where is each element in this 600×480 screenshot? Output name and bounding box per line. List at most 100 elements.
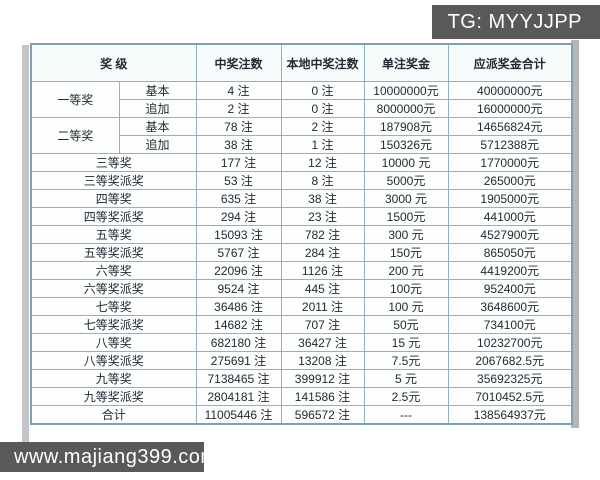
value-cell: 10000 元 xyxy=(363,153,449,172)
prize-level-cell: 九等奖派奖 xyxy=(30,387,197,406)
value-cell: 5 元 xyxy=(363,369,449,388)
value-cell: 38 注 xyxy=(280,189,365,208)
prize-subtype-cell: 基本 xyxy=(118,117,197,136)
value-cell: 10000000元 xyxy=(363,81,449,100)
prize-level-cell: 三等奖 xyxy=(30,153,197,172)
prize-level-cell: 七等奖 xyxy=(30,297,197,316)
value-cell: 1 注 xyxy=(280,135,365,154)
value-cell: 177 注 xyxy=(195,153,282,172)
column-header: 中奖注数 xyxy=(195,43,282,82)
value-cell: 78 注 xyxy=(195,117,282,136)
value-cell: 275691 注 xyxy=(195,351,282,370)
table-row: 八等奖派奖 275691 注 13208 注 7.5元 2067682.5元 xyxy=(30,351,573,370)
value-cell: 38 注 xyxy=(195,135,282,154)
value-cell: 53 注 xyxy=(195,171,282,190)
value-cell: 23 注 xyxy=(280,207,365,226)
header-row: 奖 级中奖注数 本地中奖注数 单注奖金 应派奖金合计 xyxy=(30,43,573,82)
table-row: 三等奖 177 注 12 注 10000 元 1770000元 xyxy=(30,153,573,172)
value-cell: 2011 注 xyxy=(280,297,365,316)
value-cell: 15 元 xyxy=(363,333,449,352)
column-header: 奖 级 xyxy=(30,43,197,82)
table-row: 五等奖派奖 5767 注 284 注 150元 865050元 xyxy=(30,243,573,262)
value-cell: 10232700元 xyxy=(447,333,573,352)
value-cell: 8000000元 xyxy=(363,99,449,118)
total-row: 合计 11005446 注 596572 注 --- 138564937元 xyxy=(30,405,573,425)
value-cell: 734100元 xyxy=(447,315,573,334)
prize-level-cell: 合计 xyxy=(30,405,197,425)
value-cell: 1500元 xyxy=(363,207,449,226)
prize-level-cell: 七等奖派奖 xyxy=(30,315,197,334)
value-cell: 150326元 xyxy=(363,135,449,154)
value-cell: 9524 注 xyxy=(195,279,282,298)
value-cell: 3648600元 xyxy=(447,297,573,316)
value-cell: 441000元 xyxy=(447,207,573,226)
value-cell: 2 注 xyxy=(280,117,365,136)
prize-level-cell: 九等奖 xyxy=(30,369,197,388)
value-cell: 14656824元 xyxy=(447,117,573,136)
value-cell: 635 注 xyxy=(195,189,282,208)
value-cell: 5767 注 xyxy=(195,243,282,262)
table-row: 六等奖派奖 9524 注 445 注 100元 952400元 xyxy=(30,279,573,298)
value-cell: 5712388元 xyxy=(447,135,573,154)
value-cell: 7010452.5元 xyxy=(447,387,573,406)
value-cell: 138564937元 xyxy=(447,405,573,425)
left-edge-strip xyxy=(22,45,29,442)
value-cell: 2067682.5元 xyxy=(447,351,573,370)
table-row: 九等奖派奖 2804181 注 141586 注 2.5元 7010452.5元 xyxy=(30,387,573,406)
right-edge-strip xyxy=(571,40,579,428)
value-cell: 36486 注 xyxy=(195,297,282,316)
prize-subtype-cell: 追加 xyxy=(118,135,197,154)
value-cell: 7138465 注 xyxy=(195,369,282,388)
value-cell: 2.5元 xyxy=(363,387,449,406)
value-cell: 36427 注 xyxy=(280,333,365,352)
prize-level-cell: 一等奖 xyxy=(30,81,120,118)
value-cell: 0 注 xyxy=(280,81,365,100)
value-cell: 445 注 xyxy=(280,279,365,298)
value-cell: 1770000元 xyxy=(447,153,573,172)
value-cell: 284 注 xyxy=(280,243,365,262)
value-cell: 4 注 xyxy=(195,81,282,100)
value-cell: 707 注 xyxy=(280,315,365,334)
value-cell: 22096 注 xyxy=(195,261,282,280)
column-header: 本地中奖注数 xyxy=(280,43,365,82)
value-cell: 4419200元 xyxy=(447,261,573,280)
value-cell: 1905000元 xyxy=(447,189,573,208)
table-row: 六等奖 22096 注 1126 注 200 元 4419200元 xyxy=(30,261,573,280)
value-cell: 5000元 xyxy=(363,171,449,190)
prize-level-cell: 四等奖 xyxy=(30,189,197,208)
tg-contact-badge: TG: MYYJJPP xyxy=(431,5,600,39)
value-cell: 16000000元 xyxy=(447,99,573,118)
value-cell: 35692325元 xyxy=(447,369,573,388)
value-cell: 100元 xyxy=(363,279,449,298)
value-cell: 265000元 xyxy=(447,171,573,190)
value-cell: 40000000元 xyxy=(447,81,573,100)
value-cell: 50元 xyxy=(363,315,449,334)
value-cell: 952400元 xyxy=(447,279,573,298)
value-cell: 8 注 xyxy=(280,171,365,190)
table-row: 五等奖 15093 注 782 注 300 元 4527900元 xyxy=(30,225,573,244)
value-cell: 596572 注 xyxy=(280,405,365,425)
table-row: 七等奖 36486 注 2011 注 100 元 3648600元 xyxy=(30,297,573,316)
prize-level-cell: 二等奖 xyxy=(30,117,120,154)
prize-level-cell: 五等奖派奖 xyxy=(30,243,197,262)
column-header: 单注奖金 xyxy=(363,43,449,82)
table-row: 七等奖派奖 14682 注 707 注 50元 734100元 xyxy=(30,315,573,334)
value-cell: --- xyxy=(363,405,449,425)
site-watermark: www.majiang399.com xyxy=(0,442,217,472)
value-cell: 399912 注 xyxy=(280,369,365,388)
value-cell: 865050元 xyxy=(447,243,573,262)
value-cell: 2 注 xyxy=(195,99,282,118)
prize-level-cell: 四等奖派奖 xyxy=(30,207,197,226)
prize-level-cell: 六等奖 xyxy=(30,261,197,280)
prize-level-cell: 八等奖 xyxy=(30,333,197,352)
value-cell: 200 元 xyxy=(363,261,449,280)
value-cell: 682180 注 xyxy=(195,333,282,352)
value-cell: 14682 注 xyxy=(195,315,282,334)
value-cell: 12 注 xyxy=(280,153,365,172)
prize-table-head: 奖 级中奖注数 本地中奖注数 单注奖金 应派奖金合计 xyxy=(30,43,573,82)
